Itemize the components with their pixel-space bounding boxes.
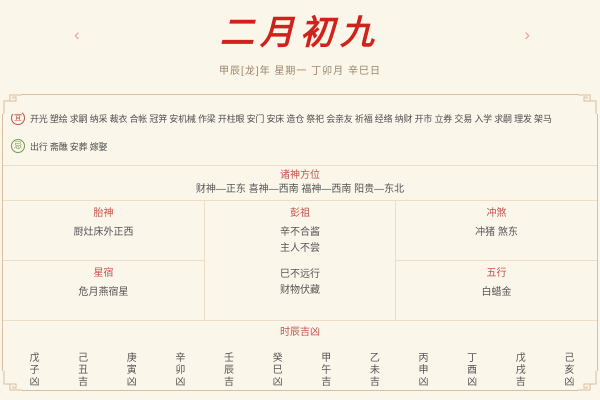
wuxing-title: 五行 <box>486 268 507 279</box>
corner-ornament-icon <box>578 94 598 114</box>
hour-item: 壬辰吉 <box>221 352 233 388</box>
corner-ornament-icon <box>2 94 22 114</box>
hours-section: 时辰吉凶 戊子凶 己丑吉 庚寅凶 辛卯凶 壬辰吉 癸巳凶 甲午吉 乙未吉 丙申凶… <box>3 320 597 396</box>
hour-item: 辛卯凶 <box>172 352 184 388</box>
chongsha-content: 冲猪 煞东 <box>475 227 518 238</box>
activities-section: 宜 开光 塑绘 求嗣 纳采 裁衣 合帐 冠笄 安机械 作梁 开柱眼 安门 安床 … <box>3 95 597 165</box>
corner-ornament-icon <box>578 371 598 391</box>
hour-item: 戊子凶 <box>27 352 38 388</box>
date-subtitle: 甲辰[龙]年 星期一 丁卯月 辛巳日 <box>219 66 381 77</box>
pengzu-cell: 彭祖 辛不合酱 主人不尝 巳不远行 财物伏藏 <box>204 201 396 320</box>
xingxiu-title: 星宿 <box>93 268 114 279</box>
ji-row: 忌 出行 斋醮 安葬 嫁娶 <box>11 139 589 153</box>
chongsha-title: 冲煞 <box>486 208 507 219</box>
xingxiu-cell: 星宿 危月燕宿星 <box>3 260 204 320</box>
ji-icon: 忌 <box>11 139 25 153</box>
gods-title: 诸神方位 <box>280 170 320 181</box>
hour-item: 己丑吉 <box>75 352 87 388</box>
xingxiu-content: 危月燕宿星 <box>78 287 129 298</box>
pengzu-title: 彭祖 <box>290 208 310 219</box>
grid-left-column: 胎神 厨灶床外正西 星宿 危月燕宿星 <box>3 201 204 320</box>
hour-item: 乙未吉 <box>367 352 379 388</box>
pengzu-line: 巳不远行 <box>280 269 320 280</box>
pengzu-line: 财物伏藏 <box>280 285 320 296</box>
hours-title: 时辰吉凶 <box>280 327 320 338</box>
hour-item: 庚寅凶 <box>124 352 136 388</box>
ji-terms: 出行 斋醮 安葬 嫁娶 <box>30 141 108 152</box>
yi-row: 宜 开光 塑绘 求嗣 纳采 裁衣 合帐 冠笄 安机械 作梁 开柱眼 安门 安床 … <box>11 111 589 125</box>
detail-grid: 胎神 厨灶床外正西 星宿 危月燕宿星 彭祖 辛不合酱 主人不尝 巳不远行 财物伏… <box>3 200 597 320</box>
hours-row: 戊子凶 己丑吉 庚寅凶 辛卯凶 壬辰吉 癸巳凶 甲午吉 乙未吉 丙申凶 丁酉凶 … <box>3 344 597 396</box>
taishen-title: 胎神 <box>93 208 114 219</box>
chongsha-cell: 冲煞 冲猪 煞东 <box>396 201 597 260</box>
page-title: 二月初九 <box>220 13 380 53</box>
gods-directions: 财神—正东 喜神—西南 福神—西南 阳贵—东北 <box>195 184 405 195</box>
wuxing-cell: 五行 白蜡金 <box>396 260 597 320</box>
almanac-panel: 宜 开光 塑绘 求嗣 纳采 裁衣 合帐 冠笄 安机械 作梁 开柱眼 安门 安床 … <box>2 94 598 391</box>
grid-right-column: 冲煞 冲猪 煞东 五行 白蜡金 <box>396 201 597 320</box>
yi-terms: 开光 塑绘 求嗣 纳采 裁衣 合帐 冠笄 安机械 作梁 开柱眼 安门 安床 造仓… <box>30 113 552 124</box>
hour-item: 戊戌吉 <box>513 352 525 388</box>
hour-item: 丙申凶 <box>416 352 427 388</box>
pengzu-gap <box>205 257 395 267</box>
taishen-content: 厨灶床外正西 <box>73 227 134 238</box>
gods-section: 诸神方位 财神—正东 喜神—西南 福神—西南 阳贵—东北 <box>3 165 597 200</box>
prev-day-button[interactable]: ‹ <box>74 25 80 44</box>
hour-item: 甲午吉 <box>318 352 330 388</box>
wuxing-content: 白蜡金 <box>481 287 512 298</box>
hour-item: 癸巳凶 <box>270 352 282 388</box>
next-day-button[interactable]: › <box>524 25 530 44</box>
taishen-cell: 胎神 厨灶床外正西 <box>3 201 204 260</box>
pengzu-line: 辛不合酱 <box>280 227 320 238</box>
pengzu-line: 主人不尝 <box>280 243 320 254</box>
corner-ornament-icon <box>2 371 22 391</box>
hour-item: 丁酉凶 <box>464 352 476 388</box>
hour-item: 己亥凶 <box>561 352 573 388</box>
almanac-header: ‹ 二月初九 甲辰[龙]年 星期一 丁卯月 辛巳日 › <box>0 0 600 77</box>
